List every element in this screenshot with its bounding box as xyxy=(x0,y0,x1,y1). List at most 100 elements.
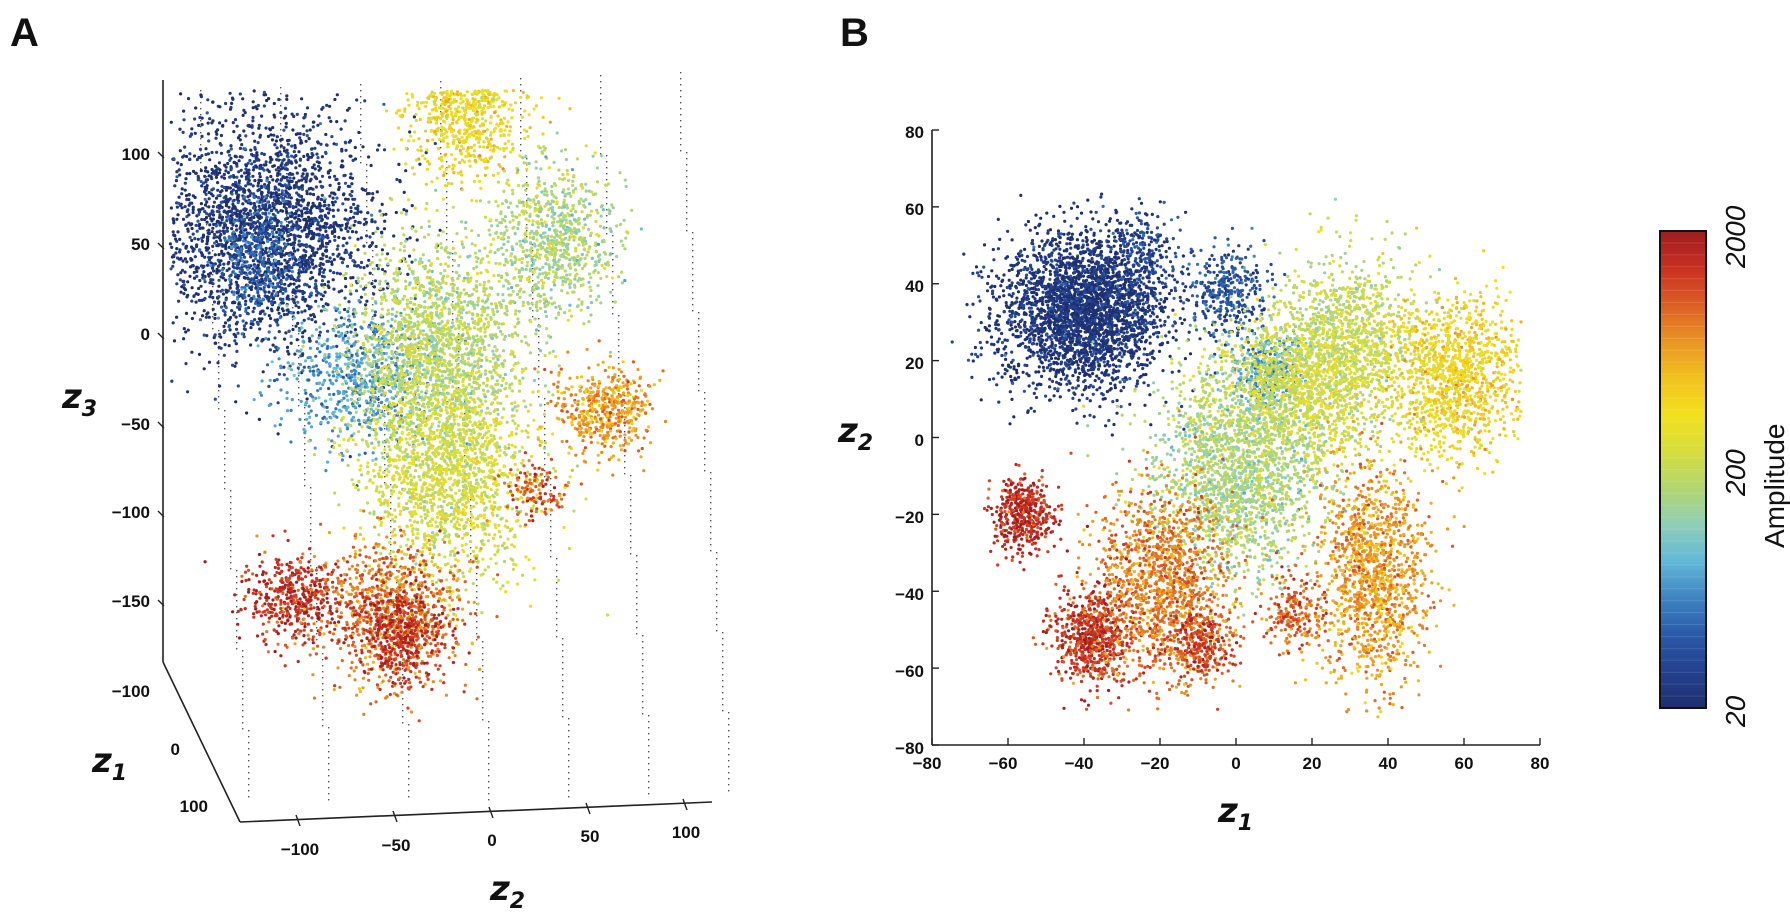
a-grid-dot xyxy=(562,710,563,711)
a-point xyxy=(277,188,280,191)
a-grid-dot xyxy=(328,769,329,770)
a-point xyxy=(300,310,303,313)
a-point xyxy=(285,94,288,97)
a-point xyxy=(175,282,178,285)
a-grid-dot xyxy=(304,455,305,456)
a-grid-dot xyxy=(636,573,637,574)
a-point xyxy=(182,218,185,221)
a-point xyxy=(304,270,307,273)
a-grid-dot xyxy=(230,520,231,521)
a-point xyxy=(349,256,352,259)
a-point xyxy=(300,97,303,100)
a-grid-dot xyxy=(648,733,649,734)
a-point xyxy=(322,322,325,325)
a-point xyxy=(173,234,176,237)
a-grid-dot xyxy=(242,674,243,675)
a-grid-dot xyxy=(532,292,533,293)
a-grid-dot xyxy=(680,126,681,127)
a-grid-dot xyxy=(242,722,243,723)
a-point xyxy=(285,98,288,101)
a-grid-dot xyxy=(612,259,613,260)
a-point xyxy=(266,306,269,309)
a-grid-dot xyxy=(704,434,705,435)
a-grid-dot xyxy=(722,692,723,693)
a-grid-dot xyxy=(636,609,637,610)
a-point xyxy=(218,333,221,336)
a-point xyxy=(275,158,278,161)
a-grid-dot xyxy=(710,502,711,503)
a-grid-dot xyxy=(562,650,563,651)
a-point xyxy=(273,143,276,146)
a-grid-dot xyxy=(532,310,533,311)
a-grid-dot xyxy=(408,730,409,731)
a-point xyxy=(331,201,334,204)
a-point xyxy=(321,275,324,278)
a-point xyxy=(286,308,289,311)
a-point xyxy=(363,218,366,221)
a-grid-dot xyxy=(446,173,447,174)
a-grid-dot xyxy=(200,90,201,91)
a-point xyxy=(309,192,312,195)
a-grid-dot xyxy=(384,434,385,435)
a-grid-dot xyxy=(618,375,619,376)
a-grid-dot xyxy=(600,81,601,82)
a-point xyxy=(328,195,331,198)
a-point xyxy=(201,207,204,210)
a-grid-dot xyxy=(642,641,643,642)
a-grid-dot xyxy=(212,304,213,305)
a-point xyxy=(242,114,245,117)
a-grid-dot xyxy=(722,698,723,699)
a-point xyxy=(235,362,238,365)
a-grid-dot xyxy=(218,372,219,373)
a-grid-dot xyxy=(686,164,687,165)
a-grid-dot xyxy=(402,680,403,681)
a-grid-dot xyxy=(562,704,563,705)
a-grid-dot xyxy=(716,558,717,559)
a-point xyxy=(271,138,274,141)
a-grid-dot xyxy=(476,627,477,628)
a-grid-dot xyxy=(482,665,483,666)
a-point xyxy=(325,260,328,263)
a-grid-dot xyxy=(526,236,527,237)
a-point xyxy=(182,110,185,113)
a-grid-dot xyxy=(230,568,231,569)
a-grid-dot xyxy=(446,197,447,198)
a-z2-axis-line xyxy=(240,802,712,822)
a-grid-dot xyxy=(280,123,281,124)
a-point xyxy=(329,256,332,259)
a-grid-dot xyxy=(360,150,361,151)
a-grid-dot xyxy=(648,751,649,752)
a-point xyxy=(214,342,217,345)
a-point xyxy=(204,166,207,169)
a-grid-dot xyxy=(520,78,521,79)
a-point xyxy=(252,184,255,187)
a-grid-dot xyxy=(236,582,237,583)
a-grid-dot xyxy=(600,129,601,130)
a-grid-dot xyxy=(728,754,729,755)
a-grid-dot xyxy=(310,505,311,506)
a-point xyxy=(262,370,265,373)
a-point xyxy=(306,153,309,156)
a-grid-dot xyxy=(704,470,705,471)
a-point xyxy=(328,226,331,229)
a-grid-dot xyxy=(248,730,249,731)
a-point xyxy=(290,342,293,345)
a-point xyxy=(235,350,238,353)
a-point xyxy=(277,306,280,309)
a-grid-dot xyxy=(568,718,569,719)
a-point xyxy=(229,144,232,147)
a-point xyxy=(323,268,326,271)
a-point xyxy=(250,219,253,222)
a-point xyxy=(285,261,288,264)
a-point xyxy=(337,188,340,191)
a-grid-dot xyxy=(550,478,551,479)
a-grid-dot xyxy=(722,668,723,669)
a-grid-dot xyxy=(600,141,601,142)
a-grid-dot xyxy=(298,375,299,376)
a-point xyxy=(247,294,250,297)
a-point xyxy=(334,334,337,337)
a-grid-dot xyxy=(224,440,225,441)
a-grid-dot xyxy=(526,224,527,225)
a-grid-dot xyxy=(698,366,699,367)
a-point xyxy=(188,152,191,155)
